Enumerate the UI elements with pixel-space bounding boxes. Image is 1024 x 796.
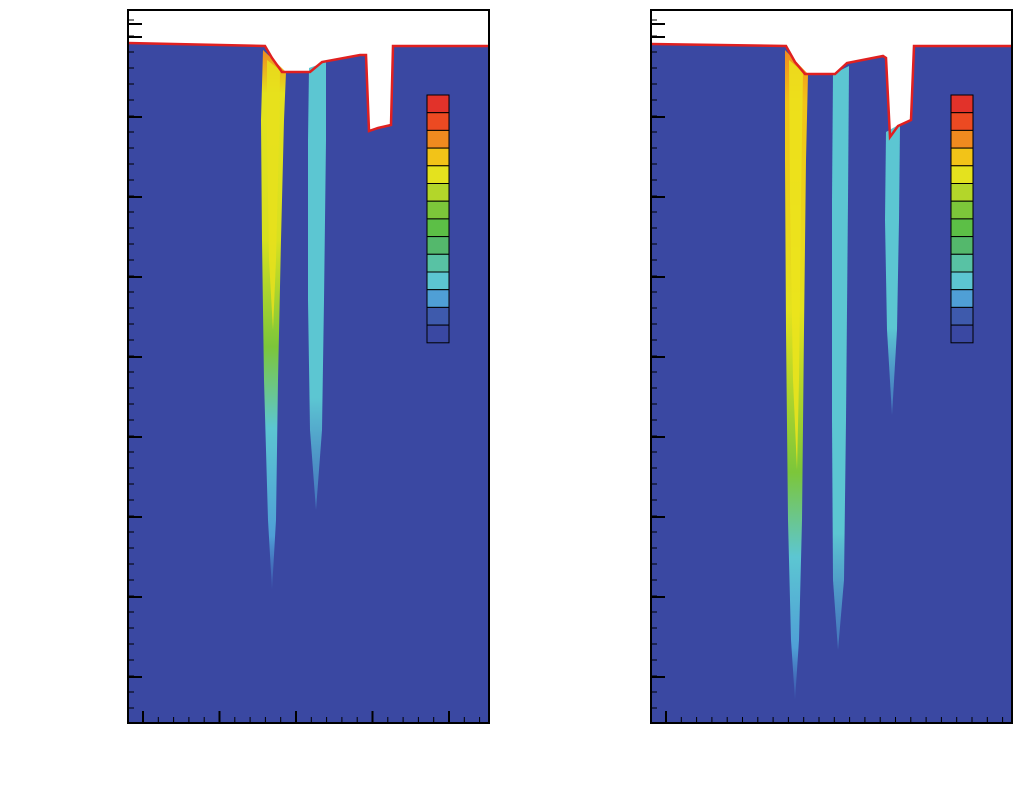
legend-swatch: [950, 324, 974, 344]
legend-swatch: [426, 236, 450, 255]
panel-left-surface-line: [127, 41, 489, 133]
legend-swatch: [426, 218, 450, 238]
panel-left-color-legend: [426, 94, 450, 344]
panel-left-plume-2: [308, 62, 326, 510]
legend-swatch: [426, 129, 450, 149]
legend-swatch: [426, 306, 450, 326]
legend-swatch: [950, 289, 974, 308]
legend-swatch: [950, 129, 974, 149]
legend-swatch: [426, 200, 450, 220]
legend-swatch: [426, 147, 450, 167]
legend-swatch: [426, 165, 450, 185]
legend-swatch: [426, 271, 450, 291]
panel-right-color-legend: [950, 94, 974, 344]
legend-swatch: [950, 218, 974, 238]
legend-swatch: [950, 165, 974, 185]
panel-left-plume-1: [261, 50, 286, 590]
panel-right: [650, 9, 1013, 724]
panel-right-surface-line: [650, 42, 1012, 141]
legend-swatch: [950, 94, 974, 114]
legend-swatch: [950, 183, 974, 202]
legend-swatch: [950, 306, 974, 326]
panel-right-plume-2: [832, 66, 849, 650]
legend-swatch: [950, 253, 974, 273]
legend-swatch: [426, 289, 450, 308]
legend-swatch: [950, 147, 974, 167]
legend-swatch: [950, 112, 974, 131]
panel-left-field: [128, 43, 489, 723]
legend-swatch: [950, 236, 974, 255]
panel-right-plume-1-core: [789, 60, 803, 470]
legend-swatch: [426, 94, 450, 114]
panel-right-frame: [650, 9, 1013, 724]
panel-right-ticks: [651, 19, 1004, 723]
panel-left: [127, 9, 490, 724]
legend-swatch: [426, 253, 450, 273]
panel-left-ticks: [128, 19, 481, 723]
legend-swatch: [426, 183, 450, 202]
legend-swatch: [426, 324, 450, 344]
panel-right-plume-3: [885, 124, 900, 415]
legend-swatch: [950, 271, 974, 291]
legend-swatch: [950, 200, 974, 220]
panel-right-field: [651, 44, 1012, 723]
panel-left-frame: [127, 9, 490, 724]
legend-swatch: [426, 112, 450, 131]
panel-left-plume-1-core: [267, 60, 280, 330]
